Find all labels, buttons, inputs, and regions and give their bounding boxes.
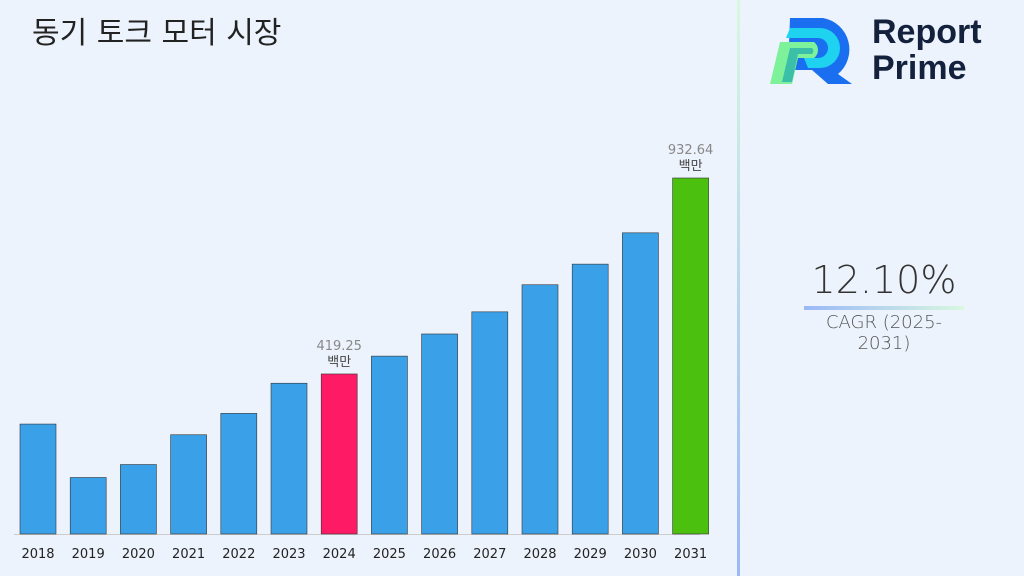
x-tick-2025: 2025 bbox=[373, 547, 406, 562]
x-tick-2020: 2020 bbox=[122, 547, 155, 562]
bar-2030 bbox=[622, 232, 659, 535]
x-tick-2027: 2027 bbox=[473, 547, 506, 562]
bar-2018 bbox=[19, 423, 57, 535]
bar-2023 bbox=[270, 382, 308, 535]
x-tick-2022: 2022 bbox=[222, 547, 255, 562]
cagr-panel: 12.10% CAGR (2025-2031) bbox=[800, 258, 968, 354]
x-tick-2026: 2026 bbox=[423, 547, 456, 562]
report-prime-logo: Report Prime bbox=[768, 14, 1008, 90]
data-unit-2024: 백만 bbox=[327, 355, 351, 370]
x-tick-2028: 2028 bbox=[523, 547, 556, 562]
data-unit-2031: 백만 bbox=[679, 159, 703, 174]
cagr-label: CAGR (2025-2031) bbox=[825, 312, 943, 354]
x-tick-2019: 2019 bbox=[72, 547, 105, 562]
bar-2029 bbox=[571, 263, 609, 535]
x-tick-2018: 2018 bbox=[21, 547, 54, 562]
x-tick-2031: 2031 bbox=[674, 547, 707, 562]
bar-2022 bbox=[220, 413, 258, 535]
divider bbox=[737, 0, 740, 576]
x-tick-2023: 2023 bbox=[272, 547, 305, 562]
logo-line2: Prime bbox=[872, 49, 967, 87]
cagr-value: 12.10% bbox=[811, 258, 957, 302]
logo-text: Report Prime bbox=[872, 14, 982, 86]
chart-title: 동기 토크 모터 시장 bbox=[32, 16, 282, 51]
bar-2026 bbox=[421, 333, 458, 535]
bar-2020 bbox=[120, 464, 157, 535]
x-tick-2024: 2024 bbox=[323, 547, 356, 562]
logo-mark-icon bbox=[770, 18, 852, 84]
bar-2024 bbox=[320, 373, 358, 535]
x-tick-2030: 2030 bbox=[624, 547, 657, 562]
bar-2031 bbox=[672, 177, 709, 535]
data-label-2031: 932.64 bbox=[668, 143, 714, 158]
x-tick-2029: 2029 bbox=[574, 547, 607, 562]
x-tick-2021: 2021 bbox=[172, 547, 205, 562]
bar-2019 bbox=[69, 477, 107, 535]
bar-chart: 2018 2019 2020 2021 2022 2023 2024419.25백만2025… bbox=[14, 143, 714, 562]
cagr-underline bbox=[804, 306, 964, 310]
data-label-2024: 419.25 bbox=[316, 339, 362, 354]
bar-2027 bbox=[471, 311, 509, 535]
logo-line1: Report bbox=[872, 13, 982, 51]
bar-2028 bbox=[521, 284, 559, 535]
bar-2021 bbox=[170, 434, 207, 535]
bar-2025 bbox=[371, 355, 408, 535]
